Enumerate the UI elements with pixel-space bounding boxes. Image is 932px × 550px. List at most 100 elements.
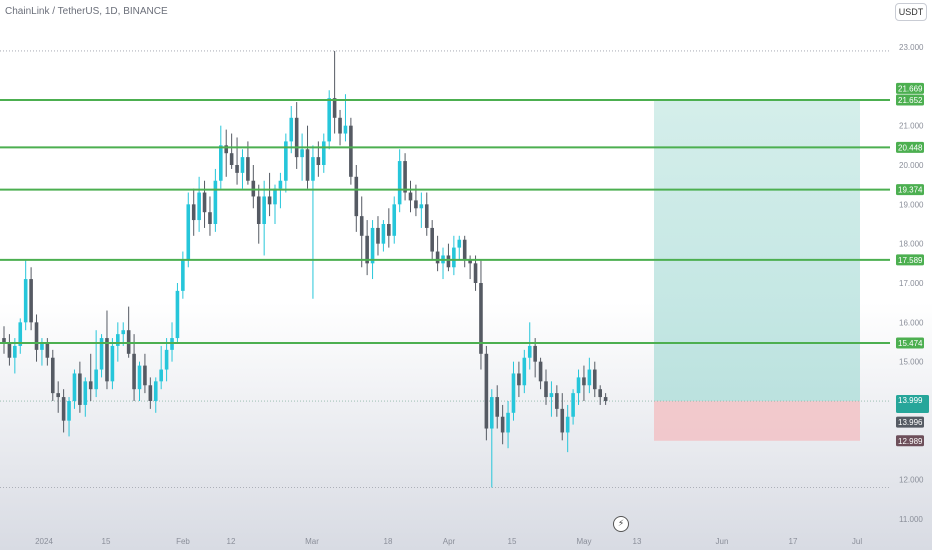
candle-body <box>143 365 147 386</box>
candle-body <box>392 204 397 236</box>
candle-body <box>78 373 82 405</box>
candle-body <box>479 283 483 354</box>
entry-price-tag: 13.999 <box>898 396 923 405</box>
y-tick-label: 23.000 <box>899 43 924 52</box>
candle-body <box>240 157 245 173</box>
candle-body <box>522 357 527 386</box>
candle-body <box>175 290 180 339</box>
candle-body <box>435 251 440 264</box>
x-tick-label: 12 <box>227 537 236 546</box>
candle-body <box>468 259 472 264</box>
candle-body <box>229 153 234 165</box>
x-tick-label: Apr <box>443 537 456 546</box>
candle-body <box>197 192 201 221</box>
candle-body <box>592 369 597 390</box>
candle-body <box>246 157 250 181</box>
candle-body <box>50 357 55 394</box>
lightning-icon[interactable]: ⚡ <box>613 516 629 532</box>
x-tick-label: Feb <box>176 537 190 546</box>
candle-body <box>316 157 321 165</box>
candle-body <box>500 416 505 433</box>
candle-body <box>83 381 88 405</box>
candle-body <box>235 165 239 173</box>
candle-body <box>533 345 537 362</box>
level-price-tag-bg <box>896 94 924 106</box>
candle-body <box>2 338 6 342</box>
level-price-tag: 19.374 <box>898 186 923 195</box>
candle-body <box>305 149 310 181</box>
candle-body <box>424 204 429 228</box>
x-tick-label: Jul <box>852 537 862 546</box>
candle-body <box>256 196 261 224</box>
y-tick-label: 21.000 <box>899 122 924 131</box>
candle-body <box>121 330 126 335</box>
candle-body <box>208 212 212 224</box>
candle-body <box>446 255 451 268</box>
y-tick-label: 15.000 <box>899 358 924 367</box>
candle-body <box>490 397 494 429</box>
candle-body <box>403 161 407 193</box>
candle-body <box>517 373 521 386</box>
candle-body <box>224 145 229 154</box>
loss-zone <box>654 401 860 441</box>
candle-body <box>105 338 109 382</box>
target-price-tag-bg <box>896 82 924 94</box>
candle-body <box>300 149 304 158</box>
candle-body <box>40 342 44 350</box>
candle-body <box>582 377 586 386</box>
level-price-tag-bg <box>896 254 924 266</box>
x-tick-label: Jun <box>716 537 729 546</box>
candle-body <box>349 125 353 177</box>
candle-body <box>376 227 380 244</box>
candle-body <box>94 369 98 390</box>
candle-body <box>262 196 266 224</box>
candle-body <box>321 141 326 165</box>
candle-body <box>473 263 478 283</box>
candle-body <box>110 345 115 382</box>
candle-body <box>72 373 77 401</box>
candle-body <box>408 192 413 201</box>
candle-body <box>538 361 543 382</box>
candle-body <box>555 393 559 409</box>
x-tick-label: Mar <box>305 537 319 546</box>
candle-body <box>34 322 39 350</box>
candle-body <box>88 381 93 390</box>
candle-body <box>452 247 456 268</box>
candle-body <box>67 401 71 421</box>
x-tick-label: 17 <box>789 537 798 546</box>
target-price-tag: 21.669 <box>898 84 923 93</box>
candle-body <box>332 98 337 118</box>
candle-body <box>560 408 565 433</box>
candle-body <box>159 369 163 382</box>
candle-body <box>354 176 359 217</box>
candle-body <box>213 180 218 224</box>
y-tick-label: 17.000 <box>899 279 924 288</box>
candle-body <box>23 279 28 323</box>
candle-body <box>462 239 467 260</box>
candle-body <box>484 353 489 429</box>
candle-body <box>419 204 424 209</box>
profit-zone <box>654 99 860 402</box>
candle-body <box>56 393 60 398</box>
candle-body <box>343 125 348 134</box>
candle-body <box>202 192 207 213</box>
candle-body <box>289 117 294 142</box>
y-tick-label: 12.000 <box>899 476 924 485</box>
candle-body <box>7 342 12 358</box>
candle-body <box>370 227 375 264</box>
price-label: 12.989 <box>898 437 923 446</box>
candle-body <box>527 345 532 358</box>
candle-body <box>278 180 283 189</box>
y-tick-label: 18.000 <box>899 240 924 249</box>
y-tick-label: 16.000 <box>899 318 924 327</box>
currency-button[interactable]: USDT <box>895 3 927 21</box>
candle-body <box>153 381 158 401</box>
level-price-tag-bg <box>896 337 924 349</box>
candle-body <box>414 200 418 209</box>
candle-body <box>132 353 136 390</box>
candle-body <box>148 385 153 401</box>
y-tick-label: 11.000 <box>899 515 923 524</box>
candle-body <box>186 204 191 260</box>
